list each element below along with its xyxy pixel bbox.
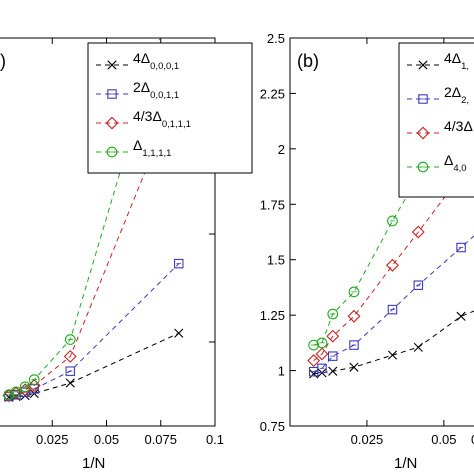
y-tick-label: 2.5 [267,31,285,46]
marker-diamond [307,354,321,368]
marker-circle [387,215,398,227]
y-tick-label: 2 [278,142,285,157]
legend-entry: 2Δ2, [444,84,469,106]
marker-circle [106,146,118,158]
panel-b: 0.025 0.05 0.0 0.75 1 1.25 1.5 1.75 2 2.25 2.5 (b)… [260,31,474,472]
marker-diamond [326,329,340,343]
marker-x [418,60,428,70]
marker-x [387,350,398,360]
marker-square [456,242,466,253]
marker-circle [348,286,360,298]
marker-square [418,94,428,104]
marker-circle [316,337,328,349]
marker-circle [327,308,339,320]
legend-entry: 2Δ0,0,1,1 [133,79,179,101]
marker-square [65,366,76,376]
marker-diamond [315,347,329,361]
marker-circle [417,161,429,173]
panel-a-legend: 4Δ0,0,0,1 2Δ0,0,1,1 4/3Δ0,1,1,1 Δ1,1,1,1 [87,42,253,174]
panel-a-series [2,38,186,403]
marker-circle [308,339,320,351]
marker-square [413,280,424,290]
legend-entry: 4/3Δ0,1,1,1 [133,108,191,130]
series-line [8,38,161,396]
series-line [313,235,474,373]
x-tick-label: 0.05 [94,432,119,447]
marker-circle [19,381,31,393]
marker-square [349,340,359,350]
legend-entry: 4/3Δ [444,118,473,134]
panel-a-x-axis-label: 1/N [82,455,105,472]
series-line [313,310,474,375]
marker-diamond [63,349,77,363]
legend-entry: Δ1,1,1,1 [133,137,171,159]
marker-x [456,311,466,321]
marker-diamond [411,225,425,239]
marker-diamond [105,116,119,130]
panel-a-label: ) [0,51,6,71]
x-tick-label: 0.025 [351,432,384,447]
y-tick-label: 0.75 [260,419,285,434]
y-tick-label: 1 [278,364,285,379]
marker-x [328,366,338,376]
marker-square [328,351,338,361]
y-tick-label: 1.25 [260,308,285,323]
panel-a: 0.025 0.05 0.075 0.1 ) 1/N 4Δ0,0,0,1 2Δ0,0,1… [0,37,253,472]
marker-x [349,362,359,372]
x-tick-label: 0.075 [144,432,177,447]
marker-square [107,89,117,99]
marker-square [317,363,327,374]
panel-b-label: (b) [297,51,319,71]
marker-square [387,304,398,315]
series-line [8,263,180,397]
marker-diamond [18,383,32,397]
marker-diamond [347,309,361,323]
x-tick-label: 0.05 [431,432,456,447]
marker-x [107,60,117,70]
marker-x [413,342,423,352]
legend-box [398,42,474,198]
legend-entry: 4Δ0,0,0,1 [133,50,179,72]
panel-b-frame [289,37,474,427]
y-tick-label: 2.25 [260,86,285,101]
marker-circle [28,374,40,385]
panel-a-ticks: 0.025 0.05 0.075 0.1 [36,38,224,447]
x-tick-label: 0.025 [36,432,69,447]
panel-b-x-axis-label: 1/N [394,455,417,472]
panel-b-legend: 4Δ1, 2Δ2, 4/3Δ Δ4,0 [398,42,474,198]
y-tick-label: 1.75 [260,197,285,212]
marker-x [65,378,75,388]
x-tick-label: 0.0 [471,432,474,447]
x-tick-label: 0.1 [206,432,224,447]
marker-circle [64,334,76,345]
legend-entry: Δ4,0 [444,152,467,174]
panel-b-ticks: 0.025 0.05 0.0 0.75 1 1.25 1.5 1.75 2 2.25 2.5 [260,31,474,447]
panel-b-series [307,99,474,379]
marker-circle [10,386,22,398]
marker-x [174,328,184,338]
marker-diamond [27,379,41,392]
marker-diamond [386,258,399,272]
series-line [8,332,180,398]
marker-circle [3,389,15,401]
y-tick-label: 1.5 [267,253,285,268]
marker-diamond [416,126,430,140]
legend-entry: 4Δ1, [444,50,469,72]
marker-square [174,258,184,269]
